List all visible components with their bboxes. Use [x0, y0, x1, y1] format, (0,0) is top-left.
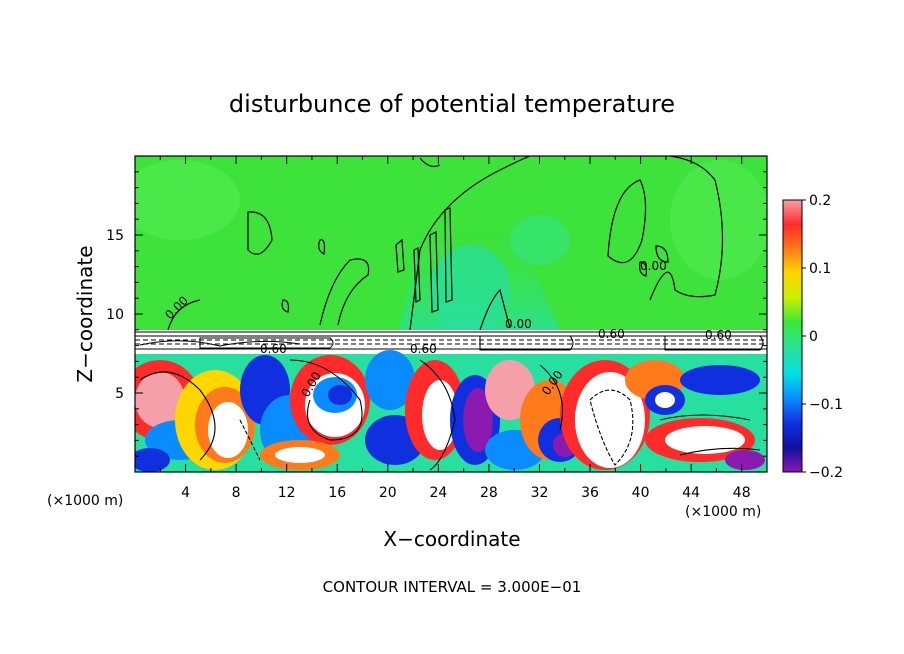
x-tick-label: 4 [181, 485, 190, 501]
colorbar-tick-label: −0.2 [809, 465, 843, 481]
y-tick-label: 15 [106, 228, 124, 244]
x-tick-label: 8 [232, 485, 241, 501]
contour-interval-note: CONTOUR INTERVAL = 3.000E−01 [323, 578, 582, 596]
heatmap-field [135, 156, 767, 472]
x-tick-label: 48 [733, 485, 751, 501]
contour-label: 0.60 [410, 342, 437, 356]
x-tick-label: 24 [429, 485, 447, 501]
x-tick-label: 36 [581, 485, 599, 501]
x-tick-label: 28 [480, 485, 498, 501]
x-unit-label-right: (×1000 m) [685, 504, 761, 520]
x-axis-label: X−coordinate [383, 527, 520, 551]
x-tick-label: 16 [328, 485, 346, 501]
colorbar-tick-label: 0 [809, 329, 818, 345]
chart-title: disturbunce of potential temperature [229, 90, 675, 118]
x-tick-label: 32 [531, 485, 549, 501]
x-tick-label: 20 [379, 485, 397, 501]
contour-label: 0.60 [260, 342, 287, 356]
y-axis-label: Z−coordinate [73, 245, 97, 382]
y-tick-label: 10 [106, 307, 124, 323]
colorbar-tick-label: −0.1 [809, 397, 843, 413]
x-axis: 4 8 12 16 20 24 28 32 36 40 44 48 [159, 156, 768, 501]
x-unit-label-left: (×1000 m) [47, 493, 123, 509]
y-axis: 5 10 15 [106, 171, 767, 457]
x-tick-label: 12 [278, 485, 296, 501]
contour-label: 0.60 [598, 327, 625, 341]
x-tick-label: 44 [682, 485, 700, 501]
contour-label: 0.00 [505, 317, 532, 331]
contour-label: 0.00 [640, 259, 667, 273]
colorbar-ticks: 0.2 0.1 0 −0.1 −0.2 [802, 193, 843, 481]
colorbar-tick-label: 0.1 [809, 261, 831, 277]
colorbar [782, 199, 803, 473]
x-tick-label: 40 [632, 485, 650, 501]
contour-label: 0.60 [705, 328, 732, 342]
colorbar-tick-label: 0.2 [809, 193, 831, 209]
y-tick-label: 5 [115, 386, 124, 402]
